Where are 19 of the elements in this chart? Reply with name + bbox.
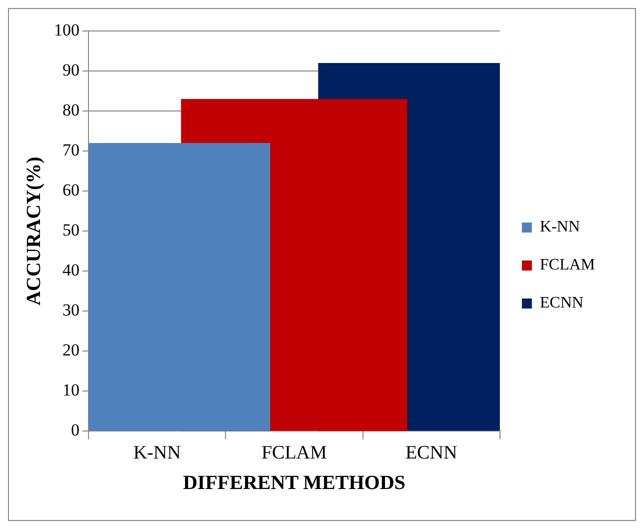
x-axis-title: DIFFERENT METHODS xyxy=(182,472,406,494)
y-tick-label: 90 xyxy=(62,60,80,80)
legend-label: FCLAM xyxy=(540,256,595,274)
legend-label: K-NN xyxy=(540,218,580,236)
y-axis-title: ACCURACY(%) xyxy=(23,156,46,306)
y-tick-label: 60 xyxy=(62,180,80,200)
y-tick-label: 80 xyxy=(62,100,80,120)
x-tick-label: FCLAM xyxy=(261,442,328,464)
y-tick-label: 40 xyxy=(62,260,80,280)
y-tick-label: 50 xyxy=(62,220,80,240)
y-tick-label: 20 xyxy=(62,340,80,360)
y-tick-label: 0 xyxy=(71,420,80,440)
legend-label: ECNN xyxy=(540,294,584,312)
y-tick-label: 70 xyxy=(62,140,80,160)
y-tick-label: 30 xyxy=(62,300,80,320)
y-tick-label: 10 xyxy=(62,380,80,400)
x-tick-label: K-NN xyxy=(133,442,182,464)
y-tick-label: 100 xyxy=(54,20,80,40)
x-tick-label: ECNN xyxy=(405,442,458,464)
